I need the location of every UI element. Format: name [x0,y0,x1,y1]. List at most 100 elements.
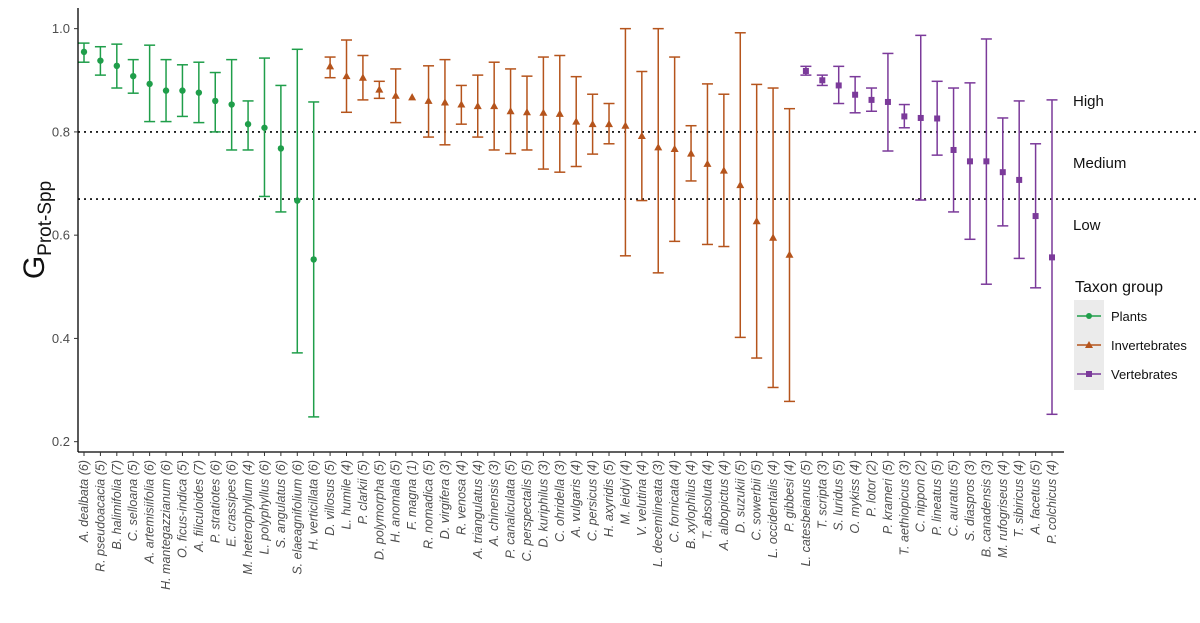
point-s-angulatus-6 [277,145,285,152]
point-d-polymorpha-5 [375,85,384,93]
point-a-dealbata-6 [80,48,88,56]
x-tick-label-t-scripta-3: T. scripta (3) [815,460,829,529]
x-tick-label-a-albopictus-4: A. albopictus (4) [717,460,731,551]
y-tick-label-2: 0.6 [52,228,70,243]
errorbar-m-leidyi-4 [619,27,631,257]
point-d-kuriphilus-3 [539,108,548,116]
x-tick-label-a-vulgaris-4: A. vulgaris (4) [569,460,583,538]
x-tick-label-f-magna-1: F. magna (1) [405,460,419,530]
legend-label-invertebrates: Invertebrates [1111,338,1187,353]
x-tick-label-d-kuriphilus-3: D. kuriphilus (3) [536,460,550,548]
x-tick-label-r-nomadica-5: R. nomadica (5) [422,460,436,549]
x-tick-label-l-catesbeianus-5: L. catesbeianus (5) [799,460,813,566]
point-a-albopictus-4 [719,166,728,174]
x-tick-label-c-perspectalis-5: C. perspectalis (5) [520,460,534,561]
point-a-triangulatus-4 [473,101,482,110]
x-tick-label-l-polyphyllus-6: L. polyphyllus (6) [257,460,271,555]
x-tick-label-c-persicus-4: C. persicus (4) [586,460,600,541]
point-p-gibbesi-4 [785,250,794,258]
y-axis-title-subscript: Prot-Spp [35,181,56,256]
x-tick-label-o-mykiss-4: O. mykiss (4) [848,460,862,534]
legend-label-vertebrates: Vertebrates [1111,367,1178,382]
y-tick-label-3: 0.8 [52,124,70,139]
x-tick-label-t-aethiopicus-3: T. aethiopicus (3) [897,460,911,555]
legend-key-vertebrates [1077,371,1101,377]
point-c-perspectalis-5 [522,108,531,116]
x-tick-label-o-ficus-indica-5: O. ficus-indica (5) [175,460,189,558]
x-tick-label-b-canadensis-3: B. canadensis (3) [979,460,993,557]
point-c-ohridella-3 [555,109,564,117]
x-tick-label-p-colchicus-4: P. colchicus (4) [1045,460,1059,544]
point-h-mantegazzianum-6 [162,87,170,94]
y-ticks: 0.2 0.4 0.6 0.8 1.0 [52,21,78,449]
point-s-diaspros-3 [966,158,973,165]
point-l-decemlineata-3 [654,143,663,151]
point-f-magna-1 [408,93,417,101]
point-p-canaliculata-5 [506,107,515,115]
point-m-heterophyllum-4 [244,120,252,128]
x-tick-label-c-nippon-2: C. nippon (2) [914,460,928,532]
point-s-elaeagnifolium-6 [294,197,301,204]
point-p-krameri-5 [884,98,891,105]
x-tick-label-c-selloana-5: C. selloana (5) [126,460,140,541]
point-a-artemisiifolia-6 [146,80,153,88]
x-tick-label-t-sibiricus-4: T. sibiricus (4) [1012,460,1026,537]
x-tick-label-a-artemisiifolia-6: A. artemisiifolia (6) [143,460,157,565]
x-tick-label-m-heterophyllum-4: M. heterophyllum (4) [241,460,255,575]
x-tick-label-c-sowerbii-5: C. sowerbii (5) [750,460,764,541]
zone-label-medium: Medium [1073,155,1126,172]
x-tick-label-r-venosa-4: R. venosa (4) [454,460,468,535]
x-tick-label-a-facetus-5: A. facetus (5) [1029,460,1043,535]
point-o-ficus-indica-5 [179,87,186,94]
x-tick-label-p-clarkii-5: P. clarkii (5) [356,460,370,524]
x-tick-label-p-gibbesi-4: P. gibbesi (4) [782,460,796,532]
x-tick-label-s-elaeagnifolium-6: S. elaeagnifolium (6) [290,460,304,575]
x-tick-label-h-anomala-5: H. anomala (5) [389,460,403,543]
point-b-halimifolia-7 [113,62,121,70]
point-h-axyridis-5 [605,119,614,128]
point-h-verticillata-6 [310,256,317,263]
x-tick-label-d-villosus-5: D. villosus (5) [323,460,337,536]
x-tick-label-s-angulatus-6: S. angulatus (6) [274,460,288,548]
x-tick-label-e-crassipes-6: E. crassipes (6) [225,460,239,547]
x-tick-label-v-velutina-4: V. velutina (4) [635,460,649,536]
point-a-facetus-5 [1032,213,1039,220]
x-tick-label-l-humile-4: L. humile (4) [340,460,354,529]
zone-label-low: Low [1073,217,1101,234]
point-t-scripta-3 [819,77,826,84]
point-c-nippon-2 [917,114,924,121]
point-d-villosus-5 [326,62,335,70]
x-tick-label-a-triangulatus-4: A. triangulatus (4) [471,460,485,560]
x-tick-label-l-occidentalis-4: L. occidentalis (4) [766,460,780,558]
point-b-xylophilus-4 [687,149,696,157]
x-tick-label-c-ohridella-3: C. ohridella (3) [553,460,567,542]
point-t-aethiopicus-3 [901,113,908,120]
x-tick-label-p-krameri-5: P. krameri (5) [881,460,895,534]
y-tick-label-1: 0.4 [52,331,70,346]
threshold-lines [78,131,1200,200]
x-tick-label-t-absoluta-4: T. absoluta (4) [700,460,714,539]
x-tick-label-b-xylophilus-4: B. xylophilus (4) [684,460,698,549]
point-m-leidyi-4 [621,121,630,129]
point-p-lotor-2 [868,96,875,103]
point-d-virgifera-3 [440,98,449,106]
legend-title: Taxon group [1075,279,1163,296]
point-h-anomala-5 [391,91,400,99]
point-p-stratiotes-6 [212,97,219,105]
x-tick-label-h-axyridis-5: H. axyridis (5) [602,460,616,537]
point-m-rufogriseus-4 [999,169,1006,176]
x-tick-label-b-halimifolia-7: B. halimifolia (7) [110,460,124,550]
point-r-pseudoacacia-5 [97,57,104,64]
legend: Plants Invertebrates Vertebrates [1074,300,1187,390]
point-c-selloana-5 [130,72,137,80]
point-c-fornicata-4 [670,144,679,152]
y-tick-label-0: 0.2 [52,434,70,449]
point-l-occidentalis-4 [769,233,778,241]
data-markers [80,48,1055,263]
x-tick-label-p-lineatus-5: P. lineatus (5) [930,460,944,536]
point-t-sibiricus-4 [1016,176,1023,183]
point-l-polyphyllus-6 [261,124,268,131]
point-r-nomadica-5 [424,96,433,104]
x-tick-label-m-rufogriseus-4: M. rufogriseus (4) [996,460,1010,558]
